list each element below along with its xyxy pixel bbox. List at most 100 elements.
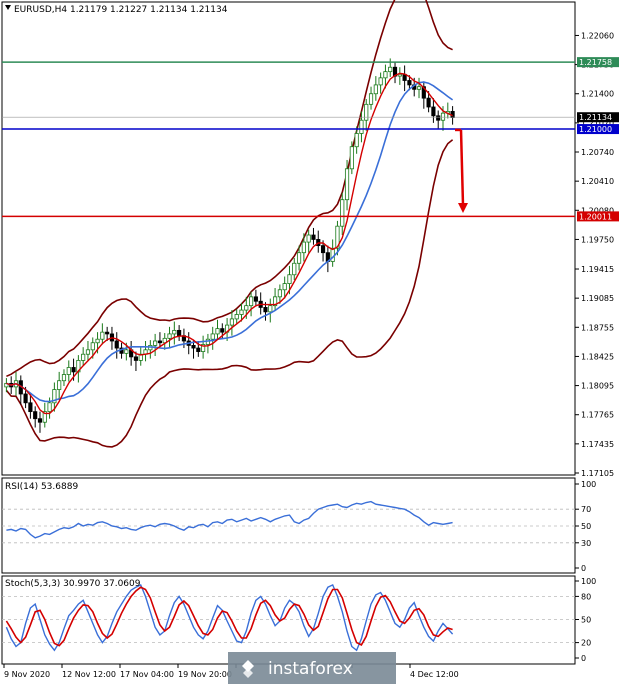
watermark-text: instaforex xyxy=(268,659,353,679)
candle-body xyxy=(416,86,422,90)
candle-body xyxy=(201,344,206,352)
candle-body xyxy=(114,340,119,349)
forecast-arrow-stem xyxy=(459,129,465,205)
chart-title: EURUSD,H4 1.21179 1.21227 1.21134 1.2113… xyxy=(14,5,228,15)
candle-body xyxy=(364,103,369,121)
candle-body xyxy=(177,329,182,337)
x-tick-label: 12 Nov 12:00 xyxy=(62,670,116,679)
candle-body xyxy=(133,356,139,361)
candle-body xyxy=(90,342,95,351)
candle-body xyxy=(85,349,91,355)
candle-body xyxy=(253,296,258,302)
candle-body xyxy=(234,314,239,320)
y-tick-label: 1.17765 xyxy=(581,411,614,420)
y-tick-label: 1.18095 xyxy=(581,382,614,391)
candle-body xyxy=(210,333,215,340)
x-tick-label: 4 Dec 12:00 xyxy=(410,670,459,679)
last-price-label: 1.21134 xyxy=(579,113,612,122)
bollinger-lower xyxy=(5,139,454,448)
y-tick-label: 1.21070 xyxy=(581,119,614,128)
candle-body xyxy=(340,199,345,227)
candle-body xyxy=(42,411,47,423)
candle-body xyxy=(100,331,105,340)
y-tick-label: 1.21400 xyxy=(581,90,614,99)
candle-body xyxy=(388,66,393,73)
candle-body xyxy=(306,234,311,243)
watermark-logo-icon xyxy=(242,660,254,678)
candle-body xyxy=(153,340,158,346)
level-badge xyxy=(577,211,619,222)
candle-body xyxy=(71,367,76,373)
osc-tick-label: 0 xyxy=(581,654,586,663)
candle-body xyxy=(407,80,412,86)
candle-body xyxy=(296,252,302,264)
candle-body xyxy=(436,115,441,121)
rsi-panel-frame xyxy=(1,477,576,574)
x-tick-label: 19 Nov 20:00 xyxy=(178,670,232,679)
candle-body xyxy=(359,119,364,134)
candle-body xyxy=(373,84,378,95)
candle-body xyxy=(368,93,374,105)
candle-body xyxy=(344,168,350,201)
last-price-badge xyxy=(577,112,619,123)
candle-body xyxy=(4,382,9,388)
y-tick-label: 1.19750 xyxy=(581,235,614,244)
collapse-triangle-icon[interactable] xyxy=(5,5,11,10)
main-price-layer xyxy=(2,0,575,448)
stoch-layer xyxy=(2,583,575,652)
osc-tick-label: 50 xyxy=(581,616,591,625)
candle-body xyxy=(196,347,201,352)
candle-body xyxy=(301,241,306,254)
level-badge xyxy=(577,124,619,135)
y-tick-label: 1.20740 xyxy=(581,148,614,157)
osc-tick-label: 50 xyxy=(581,522,591,531)
candle-body xyxy=(220,328,225,333)
candle-body xyxy=(440,112,446,121)
candle-body xyxy=(229,318,234,326)
y-tick-label: 1.20080 xyxy=(581,206,614,215)
candle-body xyxy=(239,309,244,315)
candle-body xyxy=(292,262,297,276)
candle-body xyxy=(383,71,388,79)
candle-body xyxy=(335,225,340,249)
rsi-title: RSI(14) 53.6889 xyxy=(5,482,78,492)
candle-body xyxy=(28,402,33,413)
candle-body xyxy=(157,340,163,344)
candle-body xyxy=(426,97,431,108)
candle-body xyxy=(421,86,426,99)
candle-body xyxy=(268,305,273,313)
candle-body xyxy=(95,338,100,344)
osc-tick-label: 20 xyxy=(581,639,591,648)
candle-body xyxy=(37,418,43,423)
rsi-layer xyxy=(2,500,575,544)
osc-tick-label: 30 xyxy=(581,539,591,548)
y-tick-label: 1.20410 xyxy=(581,177,614,186)
instaforex-watermark: instaforex xyxy=(228,652,396,684)
candle-body xyxy=(105,331,110,335)
candle-body xyxy=(57,380,62,390)
forecast-arrow-icon xyxy=(458,202,468,213)
stoch-panel-frame xyxy=(1,575,576,665)
candle-body xyxy=(172,329,177,335)
candle-body xyxy=(431,106,436,117)
y-tick-label: 1.19415 xyxy=(581,265,614,274)
osc-tick-label: 0 xyxy=(581,564,586,573)
candle-body xyxy=(23,393,28,404)
candle-body xyxy=(311,234,316,240)
osc-series-line xyxy=(6,500,453,539)
candle-body xyxy=(52,389,57,404)
level-badge-label: 1.21758 xyxy=(579,58,612,67)
candle-body xyxy=(215,328,220,335)
level-badge xyxy=(577,57,619,68)
candle-body xyxy=(277,289,282,298)
candle-body xyxy=(81,353,86,361)
candle-body xyxy=(378,77,383,86)
osc-tick-label: 100 xyxy=(581,480,596,489)
stoch-title: Stoch(5,3,3) 30.9970 37.0609 xyxy=(5,579,141,589)
x-tick-label: 17 Nov 04:00 xyxy=(120,670,174,679)
candle-body xyxy=(47,402,52,413)
candle-body xyxy=(191,345,196,349)
y-tick-label: 1.19085 xyxy=(581,294,614,303)
candle-body xyxy=(244,305,249,311)
